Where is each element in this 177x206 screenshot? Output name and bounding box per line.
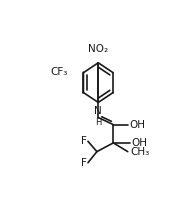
Text: F: F	[81, 158, 87, 168]
Text: CH₃: CH₃	[130, 147, 150, 157]
Text: OH: OH	[129, 120, 145, 130]
Text: CF₃: CF₃	[51, 67, 68, 77]
Text: H: H	[95, 118, 101, 127]
Text: OH: OH	[132, 138, 147, 148]
Text: N: N	[94, 106, 102, 116]
Text: NO₂: NO₂	[88, 43, 108, 54]
Text: F: F	[81, 136, 87, 146]
